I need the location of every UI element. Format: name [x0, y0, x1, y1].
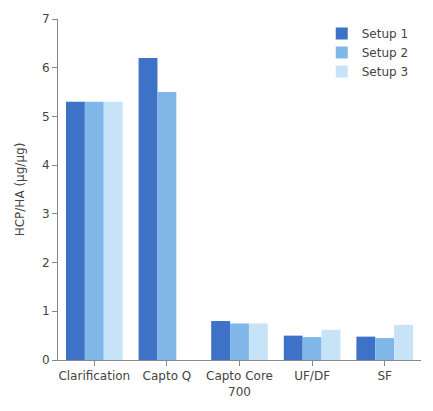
svg-text:Capto Core700: Capto Core700 — [206, 369, 273, 399]
svg-text:UF/DF: UF/DF — [294, 369, 330, 383]
svg-text:5: 5 — [42, 110, 50, 124]
svg-text:0: 0 — [42, 353, 50, 367]
svg-text:1: 1 — [42, 304, 50, 318]
svg-text:Capto Q: Capto Q — [143, 369, 192, 383]
svg-text:Setup 2: Setup 2 — [362, 46, 408, 60]
svg-text:3: 3 — [42, 207, 50, 221]
svg-text:HCP/HA (µg/µg): HCP/HA (µg/µg) — [13, 143, 27, 237]
svg-text:Clarification: Clarification — [58, 369, 130, 383]
svg-text:6: 6 — [42, 61, 50, 75]
svg-text:Setup 1: Setup 1 — [362, 27, 408, 41]
svg-text:2: 2 — [42, 256, 50, 270]
svg-text:Setup 3: Setup 3 — [362, 65, 408, 79]
svg-text:SF: SF — [377, 369, 392, 383]
svg-text:4: 4 — [42, 158, 50, 172]
svg-text:7: 7 — [42, 12, 50, 26]
